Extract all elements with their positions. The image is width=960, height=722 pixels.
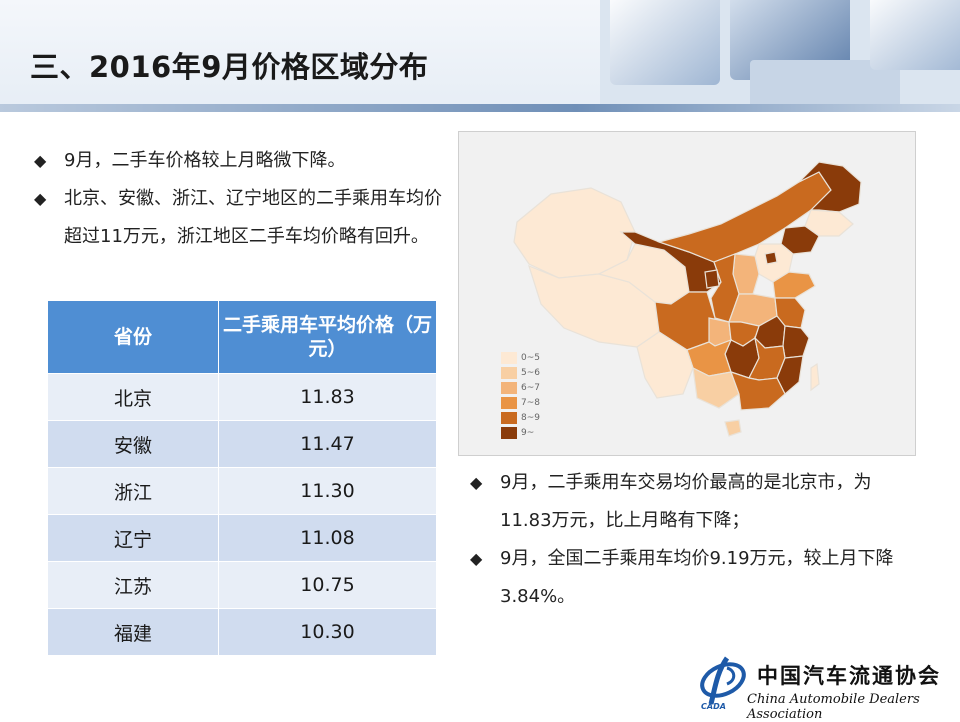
left-bullet-list: ◆ 9月，二手车价格较上月略微下降。 ◆ 北京、安徽、浙江、辽宁地区的二手乘用车…: [34, 142, 454, 256]
table-row: 江苏 10.75: [47, 561, 437, 609]
cell-province: 辽宁: [47, 514, 219, 562]
legend-swatch: [501, 366, 517, 379]
bullet-text: 9月，全国二手乘用车均价9.19万元，较上月下降3.84%。: [500, 548, 894, 607]
table-header-row: 省份 二手乘用车平均价格（万元）: [47, 300, 437, 374]
diamond-bullet-icon: ◆: [470, 473, 483, 492]
header-banner: 三、2016年9月价格区域分布: [0, 0, 960, 112]
table-row: 安徽 11.47: [47, 420, 437, 468]
cada-logo: CADA 中国汽车流通协会 China Automobile Dealers A…: [695, 652, 955, 722]
map-graphic: [513, 161, 862, 437]
logo-abbreviation: CADA: [701, 702, 726, 711]
legend-entry: 0~5: [501, 350, 540, 365]
bullet-text: 9月，二手车价格较上月略微下降。: [64, 150, 346, 171]
cada-emblem-icon: [700, 656, 746, 705]
legend-swatch: [501, 351, 517, 364]
legend-swatch: [501, 381, 517, 394]
bullet-item: ◆ 9月，二手车价格较上月略微下降。: [34, 142, 454, 180]
legend-entry: 8~9: [501, 410, 540, 425]
legend-label: 6~7: [521, 382, 540, 393]
bullet-text: 北京、安徽、浙江、辽宁地区的二手乘用车均价超过11万元，浙江地区二手车均价略有回…: [64, 188, 442, 247]
cell-price: 11.30: [218, 467, 437, 515]
table-row: 浙江 11.30: [47, 467, 437, 515]
cell-price: 11.47: [218, 420, 437, 468]
table-row: 北京 11.83: [47, 373, 437, 421]
legend-label: 5~6: [521, 367, 540, 378]
diamond-bullet-icon: ◆: [34, 189, 47, 208]
legend-label: 8~9: [521, 412, 540, 423]
legend-label: 9~: [521, 427, 535, 438]
china-price-map: 0~5 5~6 6~7 7~8 8~9 9~: [458, 131, 916, 456]
bullet-item: ◆ 9月，全国二手乘用车均价9.19万元，较上月下降3.84%。: [470, 540, 910, 616]
right-bullet-list: ◆ 9月，二手乘用车交易均价最高的是北京市，为11.83万元，比上月略有下降； …: [470, 464, 910, 616]
cell-province: 安徽: [47, 420, 219, 468]
cell-price: 10.30: [218, 608, 437, 656]
cell-price: 11.08: [218, 514, 437, 562]
legend-entry: 9~: [501, 425, 540, 440]
cell-province: 浙江: [47, 467, 219, 515]
cell-price: 11.83: [218, 373, 437, 421]
price-table: 省份 二手乘用车平均价格（万元） 北京 11.83 安徽 11.47 浙江 11…: [47, 300, 437, 656]
page-title: 三、2016年9月价格区域分布: [30, 50, 429, 84]
cube-decoration: [600, 0, 960, 112]
legend-swatch: [501, 396, 517, 409]
diamond-bullet-icon: ◆: [34, 151, 47, 170]
bullet-item: ◆ 9月，二手乘用车交易均价最高的是北京市，为11.83万元，比上月略有下降；: [470, 464, 910, 540]
legend-swatch: [501, 426, 517, 439]
map-legend: 0~5 5~6 6~7 7~8 8~9 9~: [501, 350, 540, 440]
header-divider: [0, 104, 960, 112]
logo-chinese-name: 中国汽车流通协会: [757, 663, 941, 688]
header-province: 省份: [47, 300, 219, 374]
cell-province: 江苏: [47, 561, 219, 609]
legend-label: 0~5: [521, 352, 540, 363]
legend-swatch: [501, 411, 517, 424]
legend-entry: 7~8: [501, 395, 540, 410]
legend-label: 7~8: [521, 397, 540, 408]
table-row: 辽宁 11.08: [47, 514, 437, 562]
legend-entry: 5~6: [501, 365, 540, 380]
cell-price: 10.75: [218, 561, 437, 609]
cell-province: 福建: [47, 608, 219, 656]
header-price: 二手乘用车平均价格（万元）: [218, 300, 437, 374]
table-row: 福建 10.30: [47, 608, 437, 656]
legend-entry: 6~7: [501, 380, 540, 395]
bullet-item: ◆ 北京、安徽、浙江、辽宁地区的二手乘用车均价超过11万元，浙江地区二手车均价略…: [34, 180, 454, 256]
cell-province: 北京: [47, 373, 219, 421]
diamond-bullet-icon: ◆: [470, 549, 483, 568]
bullet-text: 9月，二手乘用车交易均价最高的是北京市，为11.83万元，比上月略有下降；: [500, 472, 872, 531]
logo-english-name: China Automobile Dealers Association: [747, 692, 920, 722]
